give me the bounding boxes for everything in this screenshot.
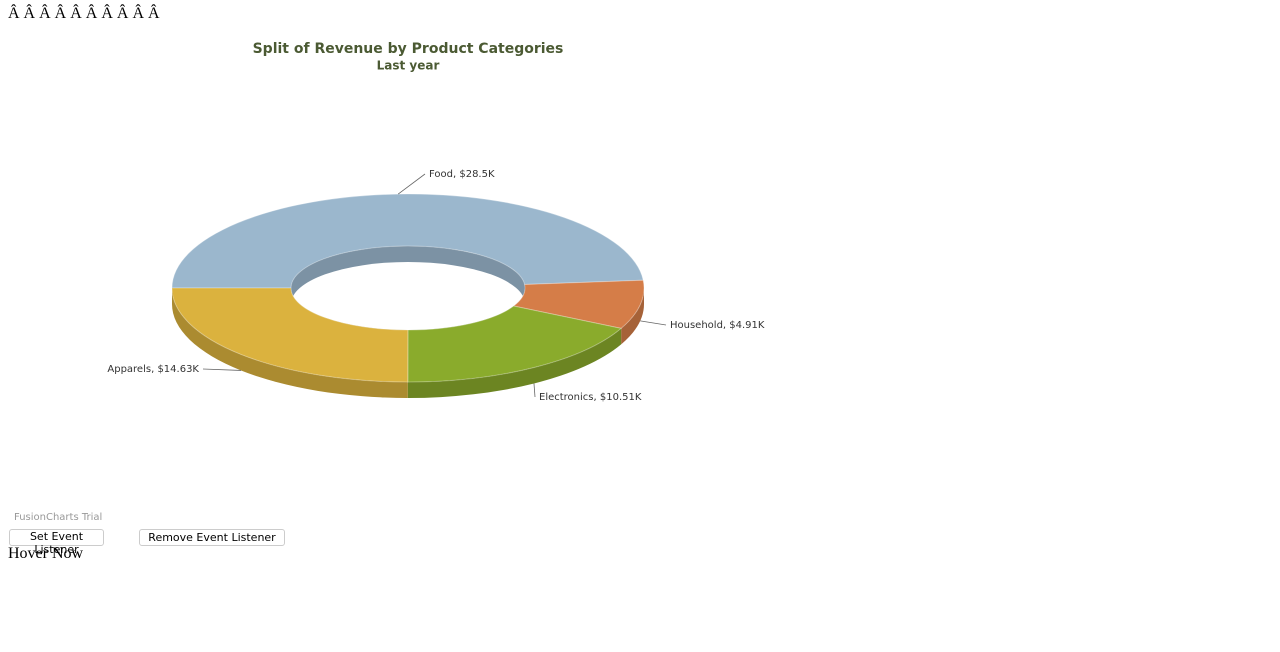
data-label: Apparels, $14.63K	[107, 364, 199, 375]
separator: ,	[151, 364, 157, 375]
leader-line	[397, 173, 426, 195]
segment	[171, 193, 644, 289]
segment	[512, 279, 645, 329]
separator: ,	[594, 392, 600, 403]
separator: ,	[723, 320, 729, 331]
status-text: Hover Now	[8, 545, 84, 562]
data-label: Food, $28.5K	[429, 169, 495, 180]
segment	[407, 305, 623, 383]
leader-line	[533, 383, 536, 398]
set-listener-button[interactable]: Set Event Listener	[9, 529, 104, 556]
value-label: $28.5K	[459, 169, 495, 180]
header-text: Â Â Â Â Â Â Â Â Â Â	[8, 5, 160, 22]
watermark: FusionCharts Trial	[14, 512, 102, 520]
remove-listener-button[interactable]: Remove Event Listener	[139, 529, 285, 546]
data-label: Electronics, $10.51K	[539, 392, 642, 403]
chart-title: Split of Revenue by Product Categories	[253, 41, 564, 57]
category-name: Household	[670, 320, 723, 331]
segment-side	[621, 288, 644, 345]
leader-line	[202, 368, 242, 371]
value-label: $14.63K	[157, 364, 199, 375]
value-label: $4.91K	[729, 320, 765, 331]
separator: ,	[453, 169, 459, 180]
chart: Split of Revenue by Product Categories L…	[14, 41, 765, 520]
segment	[171, 287, 409, 383]
category-name: Apparels	[107, 364, 151, 375]
chart-subtitle: Last year	[377, 59, 440, 73]
category-name: Food	[429, 169, 453, 180]
leader-line	[640, 320, 667, 326]
data-label: Household, $4.91K	[670, 320, 765, 331]
segment-side	[172, 288, 408, 398]
segment-side	[407, 328, 622, 399]
value-label: $10.51K	[600, 392, 642, 403]
category-name: Electronics	[539, 392, 594, 403]
